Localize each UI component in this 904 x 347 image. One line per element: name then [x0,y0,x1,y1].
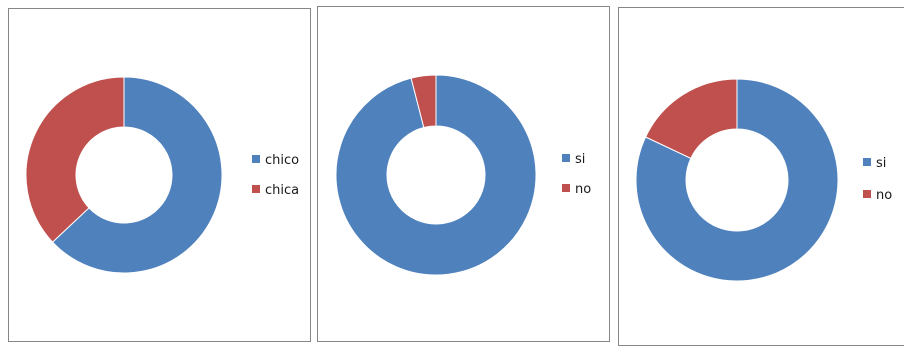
legend-swatch-chico [252,155,260,163]
chart-panel-2: si no [317,6,610,342]
legend-label-chico: chico [265,153,299,168]
donut-slice-chico [51,76,223,274]
donut-chart-2: si no [335,74,591,276]
legend-swatch-si [863,158,871,166]
legend-swatch-si [562,154,570,162]
donut-slice-si [635,78,839,282]
legend-label-chica: chica [265,183,299,198]
legend-label-no: no [876,188,892,203]
donut-slice-si [335,74,537,276]
legend-swatch-no [562,184,570,192]
legend-label-no: no [575,182,591,197]
chart-panel-1: chico chica [8,8,311,342]
legend-label-si: si [876,156,886,171]
chart-panel-3: si no [618,7,904,346]
legend-label-si: si [575,152,585,167]
legend-swatch-chica [252,185,260,193]
donut-chart-1: chico chica [25,76,299,274]
donut-slice-no [410,74,437,129]
legend-swatch-no [863,190,871,198]
donut-slice-no [644,78,738,159]
donut-chart-3: si no [635,78,892,282]
donut-slice-chica [25,76,125,243]
